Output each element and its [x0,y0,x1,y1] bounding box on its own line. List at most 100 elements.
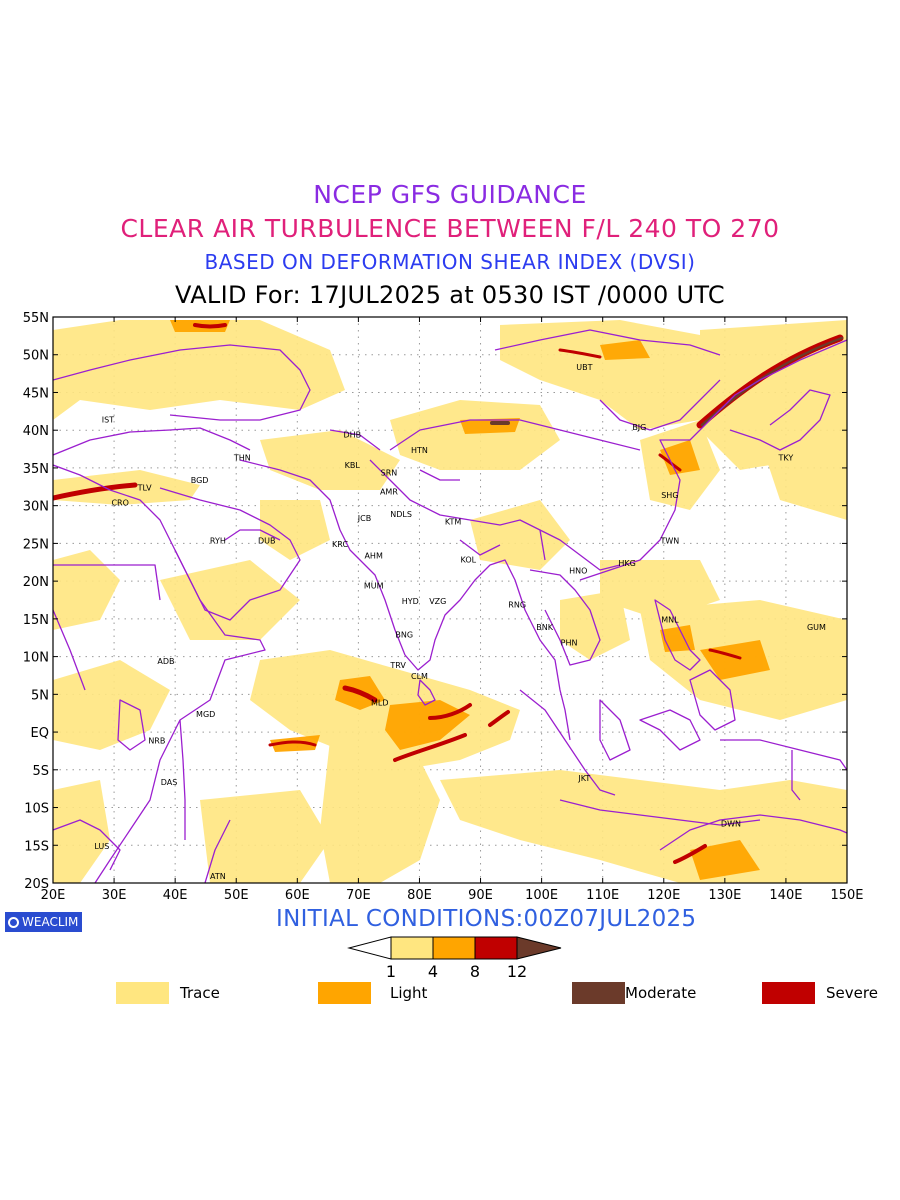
lat-label: 55N [23,311,49,326]
station-dwn: DWN [721,819,741,828]
lat-label: 15S [24,839,49,854]
station-hno: HNO [569,567,587,576]
lon-label: 140E [769,888,802,903]
station-mgd: MGD [196,710,215,719]
colorbar-tick-1: 1 [385,962,397,981]
weaclim-logo: WEACLIM [5,912,83,932]
station-kbl: KBL [345,461,361,470]
station-dub: DUB [258,536,276,545]
station-bnk: BNK [536,623,553,632]
station-phn: PHN [561,638,578,647]
lat-label: 40N [23,424,49,439]
station-mum: MUM [364,582,384,591]
lat-label: 50N [23,349,49,364]
latitude-labels: 55N 50N 45N 40N 35N 30N 25N 20N 15N 10N 5N EQ 5S 10S 1… [23,311,49,892]
lon-label: 90E [468,888,493,903]
lon-label: 150E [830,888,863,903]
station-kol: KOL [461,555,477,564]
station-atn: ATN [210,872,226,881]
legend-swatch-severe [762,982,815,1004]
lon-label: 20E [41,888,66,903]
colorbar-bin-8-12 [474,936,518,960]
legend-swatch-trace [116,982,169,1004]
lat-label: 10S [24,802,49,817]
station-hkg: HKG [618,559,635,568]
lon-label: 100E [525,888,558,903]
station-hyd: HYD [402,597,419,606]
lon-label: 70E [346,888,371,903]
station-rng: RNG [508,601,526,610]
station-bng: BNG [395,631,413,640]
station-thn: THN [233,453,251,462]
title-clear-air-turbulence: CLEAR AIR TURBULENCE BETWEEN F/L 240 TO … [120,214,780,243]
title-ncep-gfs-guidance: NCEP GFS GUIDANCE [313,180,587,209]
station-ktm: KTM [445,518,462,527]
lat-label: 20S [24,877,49,892]
station-ist: IST [102,416,114,425]
lat-label: 45N [23,386,49,401]
lat-label: 10N [23,651,49,666]
station-tky: TKY [778,453,794,462]
station-mnl: MNL [661,616,679,625]
station-clm: CLM [411,672,428,681]
station-vzg: VZG [429,597,446,606]
station-shg: SHG [661,491,678,500]
station-das: DAS [161,778,178,787]
lat-label: 30N [23,500,49,515]
lat-label: 35N [23,462,49,477]
station-ndls: NDLS [390,510,412,519]
severe-turbulence-streaks [53,323,844,864]
station-jkt: JKT [577,774,590,783]
lat-label: 5N [31,688,49,703]
station-bgd: BGD [191,476,209,485]
station-labels: UBT IST DHB HTN BJG THN KBL SRN TKY BGD TLV AMR SHG C… [94,363,826,881]
axis-ticks [52,316,848,884]
lon-label: 80E [407,888,432,903]
lon-label: 110E [586,888,619,903]
station-bjg: BJG [632,423,646,432]
station-tlv: TLV [137,484,152,493]
colorbar-tick-12: 12 [506,962,528,981]
lat-label: 5S [32,764,49,779]
station-nrb: NRB [148,736,165,745]
initial-conditions: INITIAL CONDITIONS:00Z07JUL2025 [276,906,697,932]
station-krc: KRC [332,540,348,549]
station-amr: AMR [380,487,398,496]
colorbar-bin-4-8 [432,936,476,960]
station-srn: SRN [381,468,398,477]
lon-label: 50E [224,888,249,903]
station-lus: LUS [94,842,109,851]
legend-label-light: Light [390,984,428,1002]
colorbar [347,936,562,960]
station-trv: TRV [389,661,406,670]
station-ubt: UBT [576,363,592,372]
station-twn: TWN [659,536,679,545]
station-htn: HTN [411,446,428,455]
lon-label: 60E [285,888,310,903]
title-dvsi-basis: BASED ON DEFORMATION SHEAR INDEX (DVSI) [204,250,696,274]
map-content [53,317,847,883]
station-mld: MLD [371,699,389,708]
lat-label: EQ [31,726,49,741]
lon-label: 40E [163,888,188,903]
station-ryh: RYH [210,536,226,545]
station-dhb: DHB [343,431,361,440]
station-adb: ADB [157,657,174,666]
legend-label-trace: Trace [180,984,220,1002]
station-cro: CRO [111,499,128,508]
station-gum: GUM [807,623,826,632]
lon-label: 130E [708,888,741,903]
lat-label: 15N [23,613,49,628]
colorbar-high-arrow [516,936,562,960]
station-ahm: AHM [364,551,382,560]
lat-label: 20N [23,575,49,590]
coastlines-and-borders [53,329,847,883]
lon-label: 120E [647,888,680,903]
colorbar-tick-4: 4 [427,962,439,981]
colorbar-low-arrow [347,936,392,960]
map-border [52,316,848,884]
colorbar-bin-1-4 [390,936,434,960]
colorbar-tick-8: 8 [469,962,481,981]
legend-swatch-light [318,982,371,1004]
